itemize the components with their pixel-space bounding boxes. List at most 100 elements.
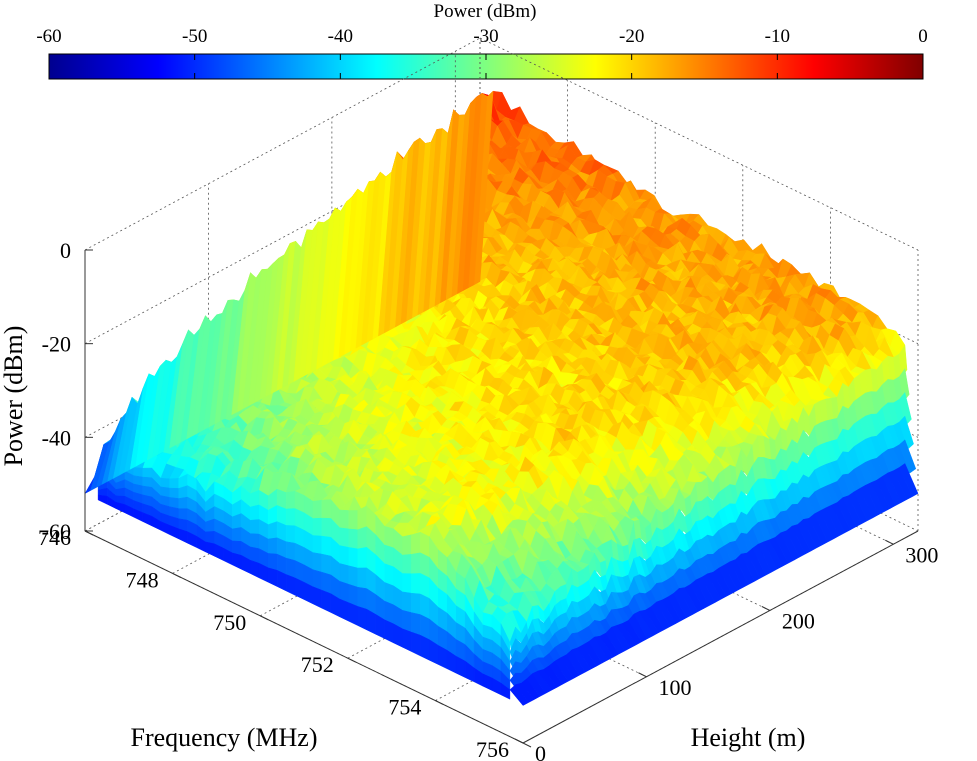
y-tick <box>514 738 524 744</box>
surface-front-patch <box>321 499 332 519</box>
x-tick <box>172 572 181 578</box>
y-tick-label: 300 <box>905 542 938 567</box>
surface-edge-patch <box>898 391 912 426</box>
x-tick <box>522 742 532 748</box>
y-tick-label: 200 <box>782 609 815 634</box>
surface-front-patch <box>115 487 126 497</box>
surface-front-patch <box>312 535 323 555</box>
surface-edge-patch <box>898 439 917 474</box>
surface-front-patch <box>339 509 350 530</box>
z-tick-label: 0 <box>60 238 71 263</box>
x-tick-label: 750 <box>213 610 246 635</box>
colorbar-tick-label: 0 <box>918 26 928 47</box>
surface-front-patch <box>402 534 412 556</box>
x-tick <box>347 657 357 663</box>
colorbar: Power (dBm) -60 -50 -40 -30 -20 -10 0 <box>36 1 928 80</box>
surface-front-patch <box>321 553 332 576</box>
z-tick-label: -20 <box>42 332 71 357</box>
y-axis-line <box>522 530 919 744</box>
colorbar-tick-label: -30 <box>473 26 498 47</box>
surface-front-patch <box>348 528 358 550</box>
colorbar-tick-label: -40 <box>328 26 353 47</box>
surface-front-patch <box>232 527 242 542</box>
surface-front-patch <box>339 545 350 567</box>
surface-front-patch <box>339 527 350 548</box>
surface-front-patch <box>411 531 421 555</box>
surface-front-patch <box>97 494 108 505</box>
x-tick-label: 752 <box>301 652 334 677</box>
surface-front-patch <box>267 567 278 587</box>
surface-front-patch <box>339 563 350 585</box>
surface-front-patch <box>285 508 296 527</box>
surface-front-patch <box>348 510 358 530</box>
surface-front-patch <box>357 526 367 550</box>
surface-front-patch <box>285 490 296 510</box>
surface-front-patch <box>384 525 394 549</box>
surface-front-patch <box>384 619 394 644</box>
colorbar-tick-labels: -60 -50 -40 -30 -20 -10 0 <box>36 26 927 47</box>
surface-front-patch <box>411 592 421 615</box>
surface-front-patch <box>321 517 332 538</box>
surface-front-patch <box>267 521 278 540</box>
surface-front-patch <box>133 467 144 478</box>
surface-front-patch <box>357 606 367 631</box>
x-tick <box>84 530 94 536</box>
surface-edge-patch <box>898 463 919 497</box>
y-tick-label: 0 <box>535 741 546 761</box>
surface-front-patch <box>402 591 412 613</box>
surface-front-patch <box>250 504 260 521</box>
surface-front-patch <box>285 574 296 596</box>
surface-front-patch <box>411 631 421 657</box>
surface-front-patch <box>357 505 367 531</box>
surface-front-patch <box>402 628 412 652</box>
surface-front-patch <box>402 573 412 594</box>
surface-front-patch <box>348 565 358 588</box>
surface-front-patch <box>348 602 358 626</box>
surface-front-patch <box>169 478 179 489</box>
surface-front-patch <box>411 612 421 636</box>
y-tick-label: 100 <box>658 675 691 700</box>
x-tick-label: 756 <box>476 737 509 761</box>
surface-front-patch <box>312 586 323 609</box>
grid-line <box>479 37 919 251</box>
x-tick <box>259 615 269 621</box>
colorbar-tick-label: -20 <box>619 26 644 47</box>
z-tick-label: -40 <box>42 425 71 450</box>
colorbar-tick-label: -10 <box>765 26 790 47</box>
surface-front-patch <box>142 476 153 488</box>
surface-shoulder-patch <box>474 90 494 286</box>
colorbar-tick-marks <box>194 54 778 79</box>
surface-front-patch <box>357 547 367 569</box>
surface-plot <box>84 90 919 706</box>
colorbar-tick-label: -50 <box>182 26 207 47</box>
surface-front-patch <box>250 559 260 579</box>
surface-front-patch <box>339 598 350 622</box>
surface-front-patch <box>267 537 278 555</box>
y-axis-label: Height (m) <box>691 723 806 752</box>
surface-front-patch <box>205 541 215 557</box>
surface-front-patch <box>312 517 323 537</box>
surface-front-patch <box>321 589 332 613</box>
x-tick-label: 748 <box>126 567 159 592</box>
x-tick-label: 754 <box>388 695 421 720</box>
surface-front-patch <box>357 567 367 589</box>
x-tick-label: 746 <box>38 525 71 550</box>
surface-front-patch <box>250 533 260 550</box>
y-tick <box>885 539 894 545</box>
surface-front-patch <box>250 519 260 535</box>
surface-front-patch <box>178 496 188 509</box>
surface-front-patch <box>402 609 412 633</box>
surface-front-patch <box>178 508 188 521</box>
surface-front-patch <box>420 634 430 661</box>
surface-front-patch <box>142 467 153 478</box>
colorbar-title: Power (dBm) <box>434 1 537 22</box>
y-tick <box>761 606 771 611</box>
x-axis-line <box>84 530 524 744</box>
surface-front-patch <box>348 547 358 569</box>
surface-front-patch <box>321 535 332 557</box>
surface-front-patch <box>402 554 412 574</box>
surface-front-patch <box>285 525 296 544</box>
z-tick-label: -60 <box>42 519 71 544</box>
surface-front-patch <box>205 531 215 545</box>
